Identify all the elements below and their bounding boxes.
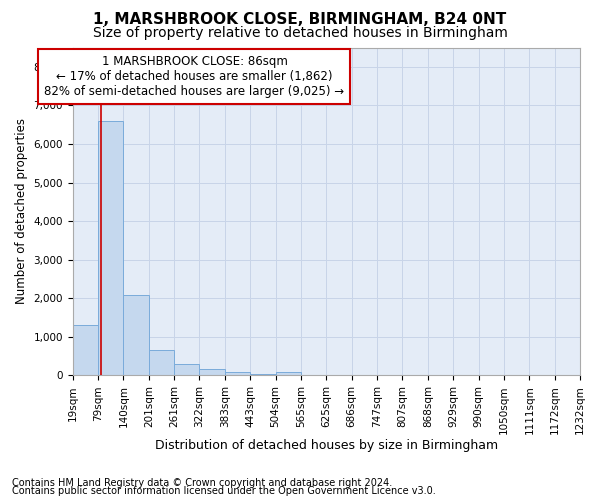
X-axis label: Distribution of detached houses by size in Birmingham: Distribution of detached houses by size … xyxy=(155,440,498,452)
Bar xyxy=(149,350,174,376)
Y-axis label: Number of detached properties: Number of detached properties xyxy=(15,118,28,304)
Text: 1, MARSHBROOK CLOSE, BIRMINGHAM, B24 0NT: 1, MARSHBROOK CLOSE, BIRMINGHAM, B24 0NT xyxy=(94,12,506,28)
Bar xyxy=(124,295,149,376)
Bar xyxy=(275,372,301,376)
Text: Contains public sector information licensed under the Open Government Licence v3: Contains public sector information licen… xyxy=(12,486,436,496)
Bar xyxy=(174,364,199,376)
Text: Contains HM Land Registry data © Crown copyright and database right 2024.: Contains HM Land Registry data © Crown c… xyxy=(12,478,392,488)
Bar xyxy=(73,325,98,376)
Bar xyxy=(199,370,225,376)
Bar xyxy=(250,374,275,376)
Text: 1 MARSHBROOK CLOSE: 86sqm
← 17% of detached houses are smaller (1,862)
82% of se: 1 MARSHBROOK CLOSE: 86sqm ← 17% of detac… xyxy=(44,55,344,98)
Text: Size of property relative to detached houses in Birmingham: Size of property relative to detached ho… xyxy=(92,26,508,40)
Bar xyxy=(98,121,124,376)
Bar xyxy=(225,372,250,376)
